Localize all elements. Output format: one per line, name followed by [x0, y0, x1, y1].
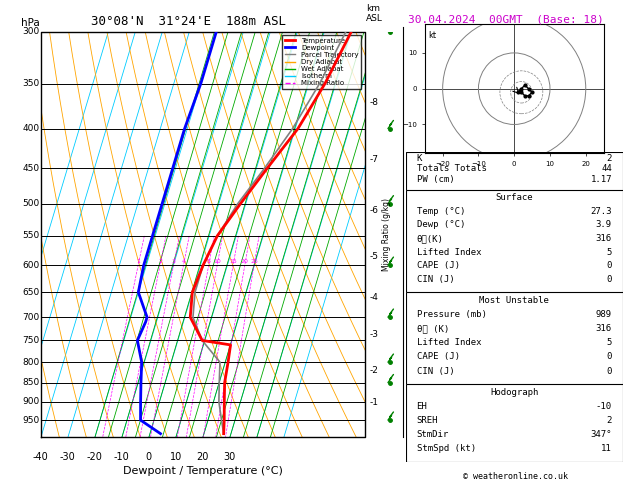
Text: 11: 11 [601, 445, 612, 453]
Text: θᴛ(K): θᴛ(K) [416, 234, 443, 243]
Text: Totals Totals: Totals Totals [416, 164, 486, 174]
Text: 44: 44 [601, 164, 612, 174]
Text: 950: 950 [22, 416, 39, 425]
Text: 2: 2 [606, 416, 612, 425]
Text: Dewpoint / Temperature (°C): Dewpoint / Temperature (°C) [123, 466, 283, 476]
Text: km
ASL: km ASL [366, 4, 383, 23]
Text: 30°08'N  31°24'E  188m ASL: 30°08'N 31°24'E 188m ASL [91, 15, 286, 28]
Text: 316: 316 [596, 234, 612, 243]
Text: 0: 0 [146, 451, 152, 462]
Text: 4: 4 [182, 260, 186, 264]
Text: -6: -6 [370, 206, 379, 215]
Text: -3: -3 [370, 330, 379, 339]
Text: SREH: SREH [416, 416, 438, 425]
Text: 0: 0 [606, 366, 612, 376]
Text: 316: 316 [596, 324, 612, 333]
Text: 2: 2 [158, 260, 162, 264]
Text: -4: -4 [370, 293, 379, 302]
Text: 5: 5 [606, 338, 612, 347]
Text: 15: 15 [229, 260, 237, 264]
Text: -2: -2 [370, 366, 379, 375]
Text: 10: 10 [213, 260, 221, 264]
Text: 700: 700 [22, 312, 39, 322]
Text: StmDir: StmDir [416, 430, 449, 439]
Text: K: K [416, 154, 422, 163]
Text: 8: 8 [207, 260, 211, 264]
Text: 850: 850 [22, 378, 39, 387]
Text: CIN (J): CIN (J) [416, 275, 454, 284]
Text: 30.04.2024  00GMT  (Base: 18): 30.04.2024 00GMT (Base: 18) [408, 15, 604, 25]
Text: Pressure (mb): Pressure (mb) [416, 310, 486, 319]
Text: CIN (J): CIN (J) [416, 366, 454, 376]
Text: Lifted Index: Lifted Index [416, 248, 481, 257]
Text: 300: 300 [22, 27, 39, 36]
Text: 350: 350 [22, 79, 39, 88]
Text: hPa: hPa [21, 17, 39, 28]
Text: StmSpd (kt): StmSpd (kt) [416, 445, 476, 453]
Text: 25: 25 [250, 260, 258, 264]
Text: 1.17: 1.17 [591, 175, 612, 184]
Text: 10: 10 [170, 451, 182, 462]
Text: PW (cm): PW (cm) [416, 175, 454, 184]
Text: 550: 550 [22, 231, 39, 241]
Text: EH: EH [416, 402, 427, 411]
Text: 20: 20 [241, 260, 248, 264]
Text: 600: 600 [22, 260, 39, 270]
Text: CAPE (J): CAPE (J) [416, 352, 460, 362]
Text: 2: 2 [606, 154, 612, 163]
Text: 0: 0 [606, 261, 612, 270]
Text: 347°: 347° [591, 430, 612, 439]
Text: -5: -5 [370, 252, 379, 261]
Text: -10: -10 [596, 402, 612, 411]
Text: 800: 800 [22, 358, 39, 367]
Text: 27.3: 27.3 [591, 207, 612, 216]
Text: Dewp (°C): Dewp (°C) [416, 221, 465, 229]
Text: Hodograph: Hodograph [490, 388, 538, 397]
Text: Most Unstable: Most Unstable [479, 295, 549, 305]
Text: 0: 0 [606, 352, 612, 362]
Text: 750: 750 [22, 336, 39, 345]
Text: Temp (°C): Temp (°C) [416, 207, 465, 216]
Text: 650: 650 [22, 288, 39, 296]
Text: 20: 20 [197, 451, 209, 462]
Text: -7: -7 [370, 155, 379, 164]
Text: 5: 5 [606, 248, 612, 257]
Text: 3: 3 [172, 260, 175, 264]
Text: kt: kt [428, 32, 437, 40]
Text: 3.9: 3.9 [596, 221, 612, 229]
Text: 0: 0 [606, 275, 612, 284]
Text: 989: 989 [596, 310, 612, 319]
Text: 400: 400 [22, 124, 39, 133]
Text: CAPE (J): CAPE (J) [416, 261, 460, 270]
Text: -30: -30 [60, 451, 75, 462]
Text: 900: 900 [22, 398, 39, 406]
Text: Lifted Index: Lifted Index [416, 338, 481, 347]
Text: -1: -1 [370, 398, 379, 407]
Text: -20: -20 [87, 451, 103, 462]
Legend: Temperature, Dewpoint, Parcel Trajectory, Dry Adiabat, Wet Adiabat, Isotherm, Mi: Temperature, Dewpoint, Parcel Trajectory… [282, 35, 361, 89]
Text: Mixing Ratio (g/kg): Mixing Ratio (g/kg) [382, 198, 391, 271]
Text: 450: 450 [22, 164, 39, 173]
Text: -40: -40 [33, 451, 49, 462]
Text: 30: 30 [224, 451, 236, 462]
Text: -10: -10 [114, 451, 130, 462]
Text: θᴛ (K): θᴛ (K) [416, 324, 449, 333]
Text: Surface: Surface [496, 193, 533, 202]
Text: -8: -8 [370, 98, 379, 107]
Text: 500: 500 [22, 199, 39, 208]
Text: © weatheronline.co.uk: © weatheronline.co.uk [464, 472, 568, 481]
Text: 1: 1 [136, 260, 140, 264]
